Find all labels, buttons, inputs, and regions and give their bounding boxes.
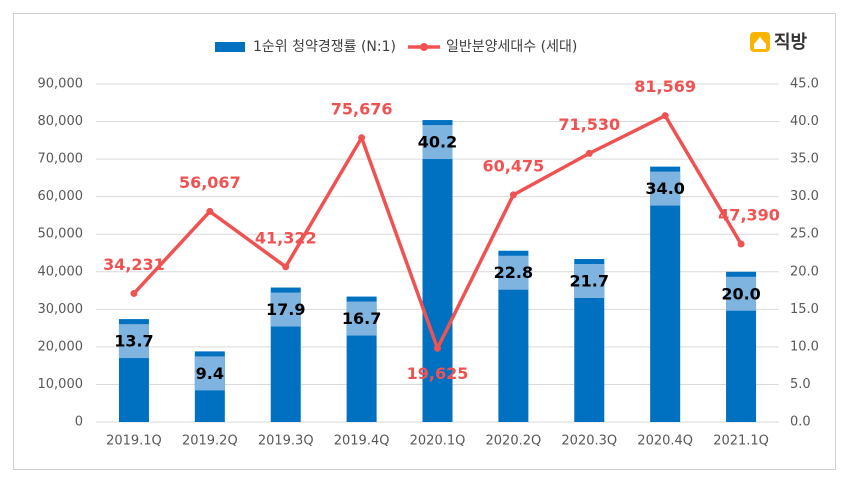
x-tick-label: 2021.1Q (713, 434, 769, 449)
line-value-label: 41,322 (255, 228, 317, 247)
line-value-label: 19,625 (407, 364, 469, 383)
line-value-label: 81,569 (634, 77, 696, 96)
y2-tick-label: 15.0 (790, 302, 819, 317)
y2-tick-label: 5.0 (790, 377, 811, 392)
logo: 직방 (750, 32, 808, 53)
y2-tick-label: 0.0 (790, 415, 811, 430)
line-value-label: 75,676 (331, 99, 393, 118)
y-tick-label: 50,000 (38, 227, 84, 242)
bar-highlight (270, 292, 301, 327)
line-point (358, 134, 366, 142)
y-tick-label: 70,000 (38, 152, 84, 167)
x-tick-label: 2020.3Q (561, 434, 617, 449)
y-tick-label: 20,000 (38, 339, 84, 354)
x-tick-label: 2020.4Q (637, 434, 693, 449)
x-tick-label: 2020.1Q (410, 434, 466, 449)
x-tick-label: 2020.2Q (486, 434, 542, 449)
bar-value-label: 40.2 (418, 133, 457, 152)
line-point (434, 344, 441, 352)
y-tick-label: 80,000 (38, 114, 84, 129)
bar (422, 120, 453, 422)
bar-highlight (346, 301, 377, 336)
line-value-label: 34,231 (103, 255, 165, 274)
bar-value-label: 34.0 (645, 179, 684, 198)
y2-tick-label: 40.0 (790, 114, 819, 129)
y-tick-label: 90,000 (38, 77, 84, 92)
legend-label: 1순위 청약경쟁률 (N:1) (253, 39, 396, 55)
bar-highlight (650, 171, 681, 206)
bar-highlight (194, 356, 225, 391)
y-tick-label: 60,000 (38, 189, 84, 204)
x-tick-label: 2019.1Q (106, 434, 162, 449)
line-point (661, 112, 669, 120)
y-tick-label: 30,000 (38, 302, 84, 317)
line-point (206, 207, 214, 215)
line-point (737, 240, 745, 248)
bar-value-label: 17.9 (266, 300, 305, 319)
bar-highlight (118, 324, 149, 359)
line-point (282, 263, 290, 271)
bar (650, 166, 681, 422)
y2-tick-label: 25.0 (790, 227, 819, 242)
line-value-label: 56,067 (179, 173, 241, 192)
bar-value-label: 21.7 (570, 272, 609, 291)
bar-highlight (498, 255, 529, 290)
x-tick-label: 2019.2Q (182, 434, 238, 449)
bar-value-label: 20.0 (721, 284, 760, 303)
y2-tick-label: 45.0 (790, 77, 819, 92)
logo-house (754, 37, 766, 49)
y-tick-label: 10,000 (38, 377, 84, 392)
line-value-label: 60,475 (483, 156, 545, 175)
bar-highlight (726, 276, 757, 311)
y-tick-label: 40,000 (38, 264, 84, 279)
line-point (585, 149, 593, 157)
y-tick-label: 0 (75, 415, 83, 430)
legend-marker (420, 43, 428, 51)
legend-label: 일반분양세대수 (세대) (446, 39, 577, 55)
bar-value-label: 16.7 (342, 309, 381, 328)
line-value-label: 47,390 (718, 206, 780, 225)
bar-value-label: 22.8 (494, 263, 533, 282)
x-tick-label: 2019.3Q (258, 434, 314, 449)
bar-value-label: 9.4 (196, 364, 224, 383)
line-point (509, 191, 517, 199)
x-tick-label: 2019.4Q (334, 434, 390, 449)
y2-tick-label: 20.0 (790, 264, 819, 279)
y2-tick-label: 30.0 (790, 189, 819, 204)
y2-tick-label: 35.0 (790, 152, 819, 167)
line-point (130, 289, 138, 297)
legend: 1순위 청약경쟁률 (N:1) 일반분양세대수 (세대) (215, 39, 577, 55)
y2-tick-label: 10.0 (790, 339, 819, 354)
line-value-label: 71,530 (558, 115, 620, 134)
logo-text: 직방 (774, 32, 808, 53)
bar-value-label: 13.7 (114, 332, 153, 351)
bar-highlight (422, 125, 453, 160)
bar-highlight (574, 264, 605, 299)
legend-swatch (215, 42, 245, 52)
